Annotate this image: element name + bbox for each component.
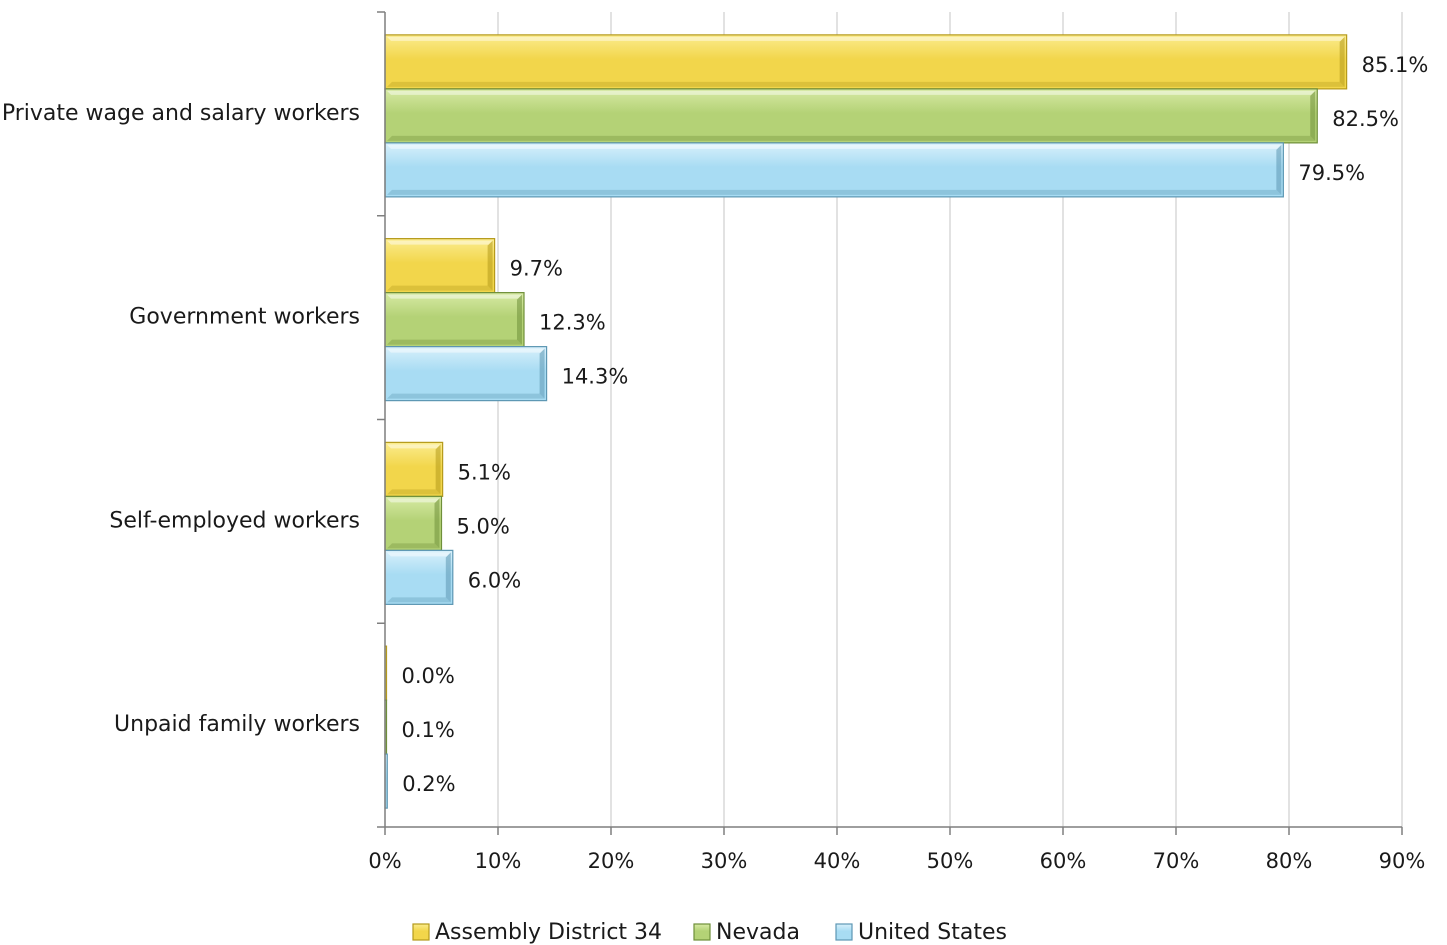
bar-private-wage-and-salary-workers-assembly-district-34 (384, 34, 1348, 90)
data-label-private-wage-and-salary-workers-nevada: 82.5% (1332, 107, 1399, 131)
data-label-government-workers-nevada: 12.3% (539, 311, 606, 335)
category-label-self-employed-workers: Self-employed workers (109, 508, 360, 533)
x-tick-label-0: 0% (368, 849, 401, 873)
bar-self-employed-workers-assembly-district-34 (384, 441, 444, 497)
bar-self-employed-workers-nevada (384, 495, 443, 551)
legend-label-nevada: Nevada (716, 920, 800, 945)
legend-swatch-assembly-district-34 (412, 923, 430, 941)
bar-self-employed-workers-united-states (384, 549, 454, 605)
x-tick-label-20: 20% (588, 849, 635, 873)
bars (384, 34, 1348, 809)
legend-label-united-states: United States (858, 920, 1007, 945)
x-tick-label-10: 10% (475, 849, 522, 873)
labels: 85.1% 82.5% 79.5% Private wage and salary w… (2, 53, 1428, 873)
x-tick-label-50: 50% (927, 849, 974, 873)
x-tick-label-80: 80% (1266, 849, 1313, 873)
data-label-self-employed-workers-united-states: 6.0% (468, 568, 521, 592)
bar-private-wage-and-salary-workers-united-states (384, 142, 1284, 198)
x-tick-label-70: 70% (1153, 849, 1200, 873)
legend: Assembly District 34 Nevada United States (412, 920, 1007, 945)
data-label-unpaid-family-workers-nevada: 0.1% (402, 718, 455, 742)
category-label-unpaid-family-workers: Unpaid family workers (114, 712, 360, 737)
legend-item-nevada: Nevada (693, 920, 800, 945)
data-label-government-workers-united-states: 14.3% (562, 365, 629, 389)
legend-label-assembly-district-34: Assembly District 34 (435, 920, 662, 945)
axes (377, 11, 1403, 835)
data-label-unpaid-family-workers-assembly-district-34: 0.0% (402, 664, 455, 688)
category-label-government-workers: Government workers (129, 305, 360, 330)
category-label-private-wage-and-salary-workers: Private wage and salary workers (2, 101, 360, 126)
x-tick-label-30: 30% (701, 849, 748, 873)
data-label-self-employed-workers-nevada: 5.0% (457, 514, 510, 538)
x-tick-label-60: 60% (1040, 849, 1087, 873)
data-label-self-employed-workers-assembly-district-34: 5.1% (458, 460, 511, 484)
legend-swatch-united-states (835, 923, 853, 941)
data-label-private-wage-and-salary-workers-assembly-district-34: 85.1% (1362, 53, 1429, 77)
data-label-private-wage-and-salary-workers-united-states: 79.5% (1298, 161, 1365, 185)
legend-item-assembly-district-34: Assembly District 34 (412, 920, 662, 945)
x-tick-label-90: 90% (1379, 849, 1426, 873)
legend-swatch-nevada (693, 923, 711, 941)
bar-government-workers-assembly-district-34 (384, 238, 496, 294)
data-label-unpaid-family-workers-united-states: 0.2% (402, 772, 455, 796)
bar-government-workers-nevada (384, 292, 525, 348)
legend-item-united-states: United States (835, 920, 1007, 945)
bar-government-workers-united-states (384, 346, 548, 402)
bar-private-wage-and-salary-workers-nevada (384, 88, 1318, 144)
x-tick-label-40: 40% (814, 849, 861, 873)
data-label-government-workers-assembly-district-34: 9.7% (510, 257, 563, 281)
